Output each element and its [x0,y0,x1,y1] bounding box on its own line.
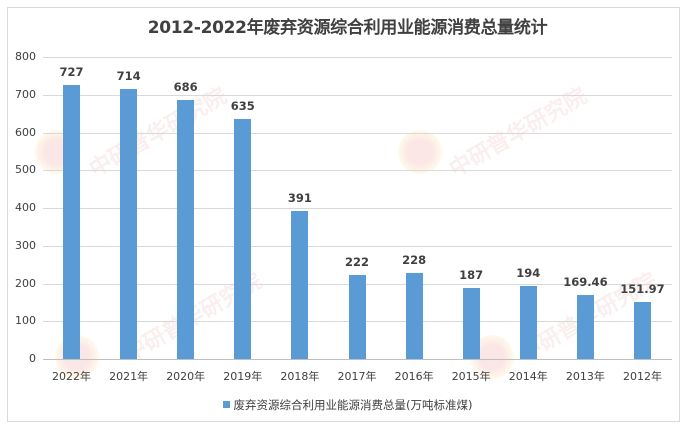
x-tick-label: 2021年 [109,370,149,383]
chart-frame [7,7,680,422]
data-label: 391 [287,191,312,206]
gridline [43,170,672,171]
data-label: 194 [516,265,541,280]
gridline [43,246,672,247]
y-tick-label: 100 [15,314,36,327]
bar [519,285,537,359]
y-tick-label: 800 [15,50,36,63]
watermark-logo [398,130,442,174]
y-tick-label: 500 [15,163,36,176]
y-tick-label: 300 [15,239,36,252]
data-label: 686 [173,80,198,95]
chart-title: 2012-2022年废弃资源综合利用业能源消费总量统计 [147,18,548,38]
y-tick-label: 600 [15,126,36,139]
x-tick-label: 2013年 [565,370,605,383]
x-tick-label: 2017年 [337,370,377,383]
bar [576,295,594,359]
bar [405,272,423,359]
x-tick-label: 2018年 [280,370,320,383]
x-tick-label: 2020年 [166,370,206,383]
x-tick-label: 2022年 [52,370,91,383]
data-label: 635 [230,99,255,114]
x-tick-label: 2016年 [394,370,434,383]
x-tick-label: 2014年 [508,370,548,383]
bar [63,84,80,359]
y-tick-label: 0 [29,352,36,365]
legend-swatch [222,401,230,408]
data-label: 169.46 [563,275,608,290]
bar [462,288,480,359]
bar [634,301,651,359]
data-label: 222 [344,255,369,270]
data-label: 727 [59,64,84,79]
bar [177,100,195,359]
bar [348,275,366,359]
bar [234,119,252,359]
data-label: 187 [459,268,484,283]
gridline [43,208,672,209]
x-axis-line [43,359,672,360]
x-tick-label: 2015年 [451,370,491,383]
data-label: 151.97 [620,281,665,296]
y-tick-label: 400 [15,201,36,214]
gridline [43,95,672,96]
bar [120,89,138,359]
x-tick-label: 2019年 [223,370,263,383]
gridline [43,133,672,134]
data-label: 714 [116,69,141,84]
y-tick-label: 200 [15,277,36,290]
legend-label: 废弃资源综合利用业能源消费总量(万吨标准煤) [233,398,473,412]
legend: 废弃资源综合利用业能源消费总量(万吨标准煤) [0,397,695,413]
data-label: 228 [402,252,427,267]
gridline [43,57,672,58]
y-tick-label: 700 [15,88,36,101]
bar [291,211,309,359]
x-tick-label: 2012年 [623,370,662,383]
